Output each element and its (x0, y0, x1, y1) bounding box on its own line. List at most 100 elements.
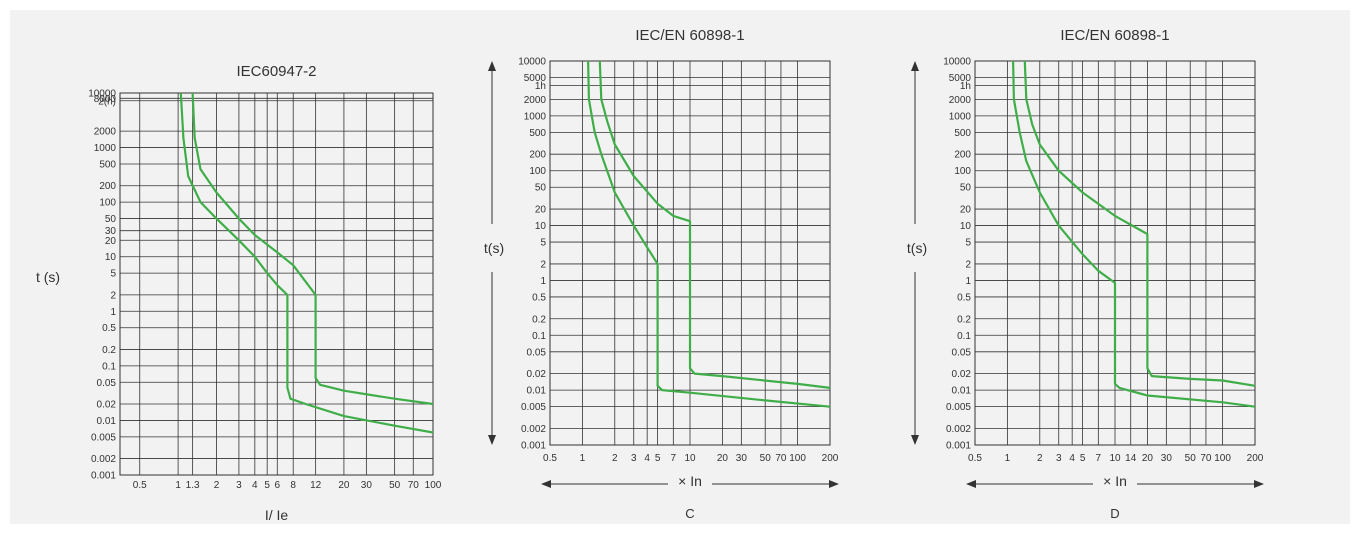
y-axis-label: t (s) (36, 269, 60, 285)
y-tick-label: 20 (105, 236, 117, 247)
y-tick-label: 0.02 (527, 369, 547, 380)
x-tick-label: 7 (1096, 453, 1102, 464)
y-tick-label: 0.01 (952, 386, 972, 397)
y-tick-label: 50 (960, 183, 972, 194)
y-tick-label: 1 (540, 276, 546, 287)
curve-type-label: C (685, 506, 694, 521)
x-tick-label: 5 (655, 453, 661, 464)
y-tick-label: 0.2 (957, 314, 971, 325)
y-tick-label: 1h (960, 81, 971, 92)
chart-3: 0.5 1 2 3 4 5 7 10 14 20 30 50 70 100 2001000050001h20… (907, 27, 1264, 521)
y-tick-label: 2(h) (98, 96, 116, 107)
y-tick-label: 0.2 (102, 345, 116, 356)
y-tick-label: 0.05 (527, 347, 547, 358)
y-tick-label: 2000 (94, 127, 117, 138)
x-tick-label: 8 (290, 480, 296, 491)
x-tick-label: 100 (789, 453, 806, 464)
x-tick-label: 20 (1142, 453, 1154, 464)
trip-curve-1 (179, 92, 434, 434)
x-tick-label: 50 (760, 453, 772, 464)
y-tick-label: 0.1 (102, 361, 116, 372)
trip-curves-figure: 0.5 1 1.3 2 3 4 5 6 8 12 20 30 50 70 1001000080002(h)2… (36, 27, 1264, 523)
x-tick-label: 6 (274, 480, 280, 491)
y-tick-label: 5000 (949, 73, 972, 84)
x-tick-label: 14 (1125, 453, 1137, 464)
x-tick-label: 1 (1005, 453, 1011, 464)
y-tick-label: 0.05 (97, 378, 117, 389)
x-tick-label: 4 (252, 480, 258, 491)
y-tick-label: 0.001 (946, 441, 971, 452)
x-arrowhead-right (1254, 480, 1264, 488)
y-tick-label: 2 (540, 259, 546, 270)
x-tick-label: 3 (236, 480, 242, 491)
trip-curve-1 (587, 60, 831, 408)
chart-title: IEC/EN 60898-1 (1060, 27, 1169, 44)
y-tick-label: 200 (99, 181, 116, 192)
y-tick-label: 0.2 (532, 314, 546, 325)
x-tick-label: 2 (214, 480, 220, 491)
y-tick-label: 8000 (94, 94, 117, 105)
y-tick-label: 1000 (94, 143, 117, 154)
y-arrowhead-up (488, 61, 496, 71)
x-tick-label: 0.5 (968, 453, 982, 464)
x-tick-label: 1.3 (186, 480, 200, 491)
y-tick-label: 0.002 (946, 424, 971, 435)
y-tick-label: 500 (99, 159, 116, 170)
y-tick-label: 10 (105, 252, 117, 263)
x-tick-label: 50 (1185, 453, 1197, 464)
y-tick-label: 50 (105, 214, 117, 225)
y-tick-label: 2000 (524, 95, 547, 106)
y-tick-label: 1000 (949, 111, 972, 122)
y-tick-label: 2 (965, 259, 971, 270)
y-tick-label: 0.01 (527, 386, 547, 397)
x-tick-label: 10 (684, 453, 696, 464)
y-tick-label: 200 (529, 150, 546, 161)
x-tick-label: 5 (1080, 453, 1086, 464)
y-tick-label: 1 (965, 276, 971, 287)
chart-title: IEC/EN 60898-1 (635, 27, 744, 44)
x-axis-label: × In (1103, 473, 1127, 489)
x-tick-label: 20 (717, 453, 729, 464)
y-tick-label: 20 (960, 205, 972, 216)
y-tick-label: 0.001 (521, 441, 546, 452)
y-tick-label: 0.1 (532, 331, 546, 342)
y-tick-label: 0.1 (957, 331, 971, 342)
x-tick-label: 3 (1056, 453, 1062, 464)
y-tick-label: 0.02 (97, 400, 117, 411)
x-tick-label: 0.5 (133, 480, 147, 491)
x-tick-label: 2 (1037, 453, 1043, 464)
x-tick-label: 30 (1161, 453, 1173, 464)
x-tick-label: 7 (671, 453, 677, 464)
x-tick-label: 0.5 (543, 453, 557, 464)
y-tick-label: 1 (110, 307, 116, 318)
y-tick-label: 0.005 (521, 402, 546, 413)
y-tick-label: 0.5 (532, 292, 546, 303)
y-tick-label: 10000 (943, 57, 971, 68)
x-tick-label: 10 (1109, 453, 1121, 464)
x-tick-label: 70 (408, 480, 420, 491)
y-tick-label: 30 (105, 226, 117, 237)
y-tick-label: 0.01 (97, 416, 117, 427)
x-axis-label: × In (678, 473, 702, 489)
x-tick-label: 30 (736, 453, 748, 464)
x-axis-label: I/ Ie (265, 507, 289, 523)
y-axis-label: t(s) (484, 240, 504, 256)
y-tick-label: 1000 (524, 111, 547, 122)
y-tick-label: 0.005 (946, 402, 971, 413)
x-tick-label: 3 (631, 453, 637, 464)
curve-type-label: D (1110, 506, 1119, 521)
x-tick-label: 1 (175, 480, 181, 491)
x-tick-label: 70 (1200, 453, 1212, 464)
y-tick-label: 2000 (949, 95, 972, 106)
y-tick-label: 10 (960, 221, 972, 232)
y-tick-label: 2 (110, 290, 116, 301)
y-tick-label: 0.5 (957, 292, 971, 303)
y-tick-label: 1h (535, 81, 546, 92)
y-axis-label: t(s) (907, 240, 927, 256)
y-tick-label: 10000 (518, 57, 546, 68)
y-tick-label: 10000 (88, 89, 116, 100)
trip-curve-1 (1012, 60, 1256, 408)
y-tick-label: 0.005 (91, 432, 116, 443)
chart-2: 0.5 1 2 3 4 5 7 10 20 30 50 70 100 2001000050001h2000… (484, 27, 839, 521)
y-tick-label: 0.5 (102, 323, 116, 334)
